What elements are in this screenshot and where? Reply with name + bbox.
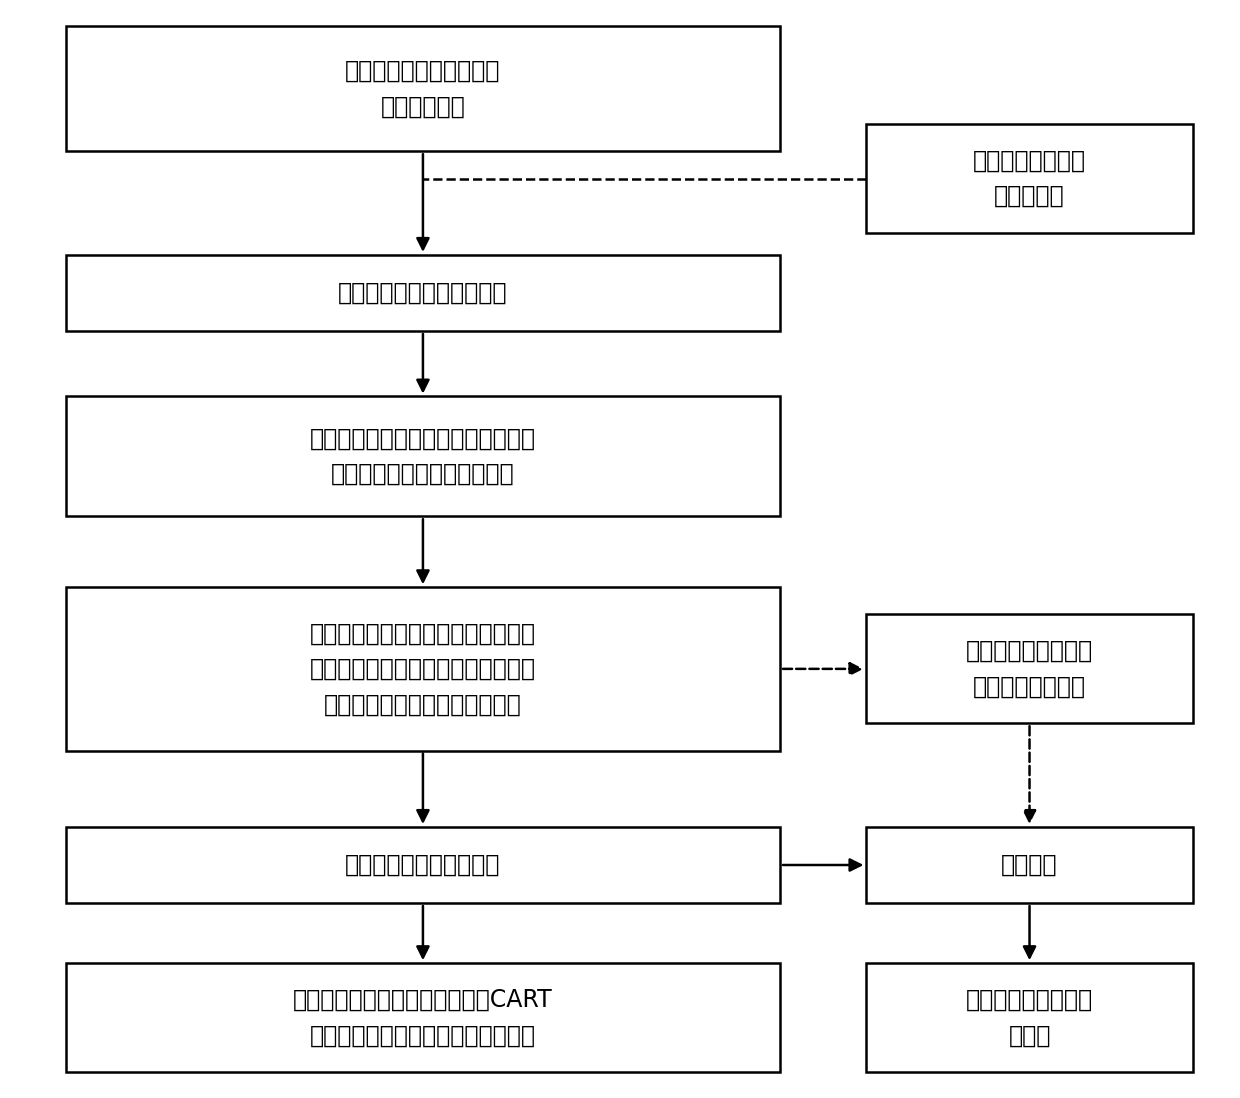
Text: 利用训练样本集构建并训练基于CART
决策树的钢板板形质量异常检测模型: 利用训练样本集构建并训练基于CART 决策树的钢板板形质量异常检测模型 xyxy=(293,988,553,1047)
Text: 最优子树: 最优子树 xyxy=(1001,853,1058,877)
Text: 提取表征钢板相对厚度平均范围的钢
板质量相关特征为最优超限率: 提取表征钢板相对厚度平均范围的钢 板质量相关特征为最优超限率 xyxy=(310,427,536,486)
Text: 提取表征钢板相对厚度整体波动范围
的钢板质量相关特征为钢板相对厚度
在长度、宽度方向上的波动参数: 提取表征钢板相对厚度整体波动范围 的钢板质量相关特征为钢板相对厚度 在长度、宽度… xyxy=(310,621,536,716)
FancyBboxPatch shape xyxy=(66,26,780,152)
Text: 采集钢板的厚度数据集和
板形质量标签: 采集钢板的厚度数据集和 板形质量标签 xyxy=(345,59,501,119)
FancyBboxPatch shape xyxy=(867,963,1193,1072)
Text: 计算钢板的相对厚度数据集: 计算钢板的相对厚度数据集 xyxy=(339,281,507,305)
FancyBboxPatch shape xyxy=(867,124,1193,233)
FancyBboxPatch shape xyxy=(867,827,1193,904)
Text: 构造钢板板形质量样本集: 构造钢板板形质量样本集 xyxy=(345,853,501,877)
FancyBboxPatch shape xyxy=(867,615,1193,724)
Text: 表征待检测钢板的相
对厚度的特征向量: 表征待检测钢板的相 对厚度的特征向量 xyxy=(966,639,1094,698)
FancyBboxPatch shape xyxy=(66,963,780,1072)
Text: 待检测钢板的板形质
量标签: 待检测钢板的板形质 量标签 xyxy=(966,988,1094,1047)
FancyBboxPatch shape xyxy=(66,255,780,332)
FancyBboxPatch shape xyxy=(66,587,780,751)
Text: 采集待检测钢板的
厚度数据集: 采集待检测钢板的 厚度数据集 xyxy=(973,149,1086,209)
FancyBboxPatch shape xyxy=(66,396,780,516)
FancyBboxPatch shape xyxy=(66,827,780,904)
